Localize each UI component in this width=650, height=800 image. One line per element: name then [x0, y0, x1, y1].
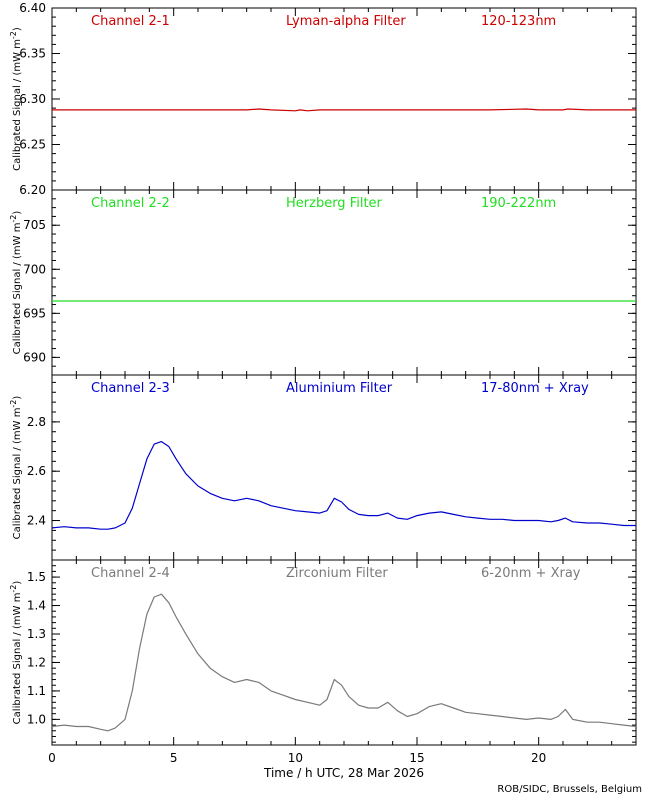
- y-tick-label: 1.3: [27, 627, 46, 641]
- y-tick-label: 2.4: [27, 514, 46, 528]
- panel-channel-label: Channel 2-1: [91, 14, 170, 29]
- y-tick-label: 700: [23, 262, 46, 276]
- y-tick-label: 1.4: [27, 599, 46, 613]
- y-axis-title: Calibrated Signal / (mW m-2): [9, 27, 23, 171]
- panel-band-label: 120-123nm: [481, 14, 556, 29]
- y-tick-label: 6.25: [19, 138, 46, 152]
- y-tick-label: 1.2: [27, 655, 46, 669]
- panel-1: 6.20 6.25 6.30 6.35 6.40 Calibrated Signal / …: [9, 1, 637, 197]
- panel-filter-label: Herzberg Filter: [286, 196, 383, 211]
- series-line-3: [51, 441, 636, 530]
- series-line-1: [52, 108, 636, 112]
- panel-frame: [51, 374, 637, 561]
- panel-4: 1.0 1.1 1.2 1.3 1.4 1.5 Calibrated Signal / (m…: [9, 559, 637, 746]
- x-tick-label: 0: [48, 751, 56, 765]
- x-tick-label: 5: [170, 751, 178, 765]
- panel-band-label: 6-20nm + Xray: [481, 566, 581, 581]
- panel-filter-label: Zirconium Filter: [286, 566, 388, 581]
- y-tick-label: 2.6: [27, 464, 46, 478]
- y-axis-title-superscript: -2: [9, 400, 18, 408]
- y-axis-title-text: Calibrated Signal / (mW m: [12, 593, 23, 725]
- y-tick-label: 1.0: [27, 712, 46, 726]
- y-axis-title-close: ): [12, 211, 23, 215]
- panel-3: 2.4 2.6 2.8 Calibrated Signal / (mW m-2) Cha…: [9, 374, 637, 561]
- y-axis-title-text: Calibrated Signal / (mW m: [12, 39, 23, 171]
- panel-frame: [51, 7, 637, 191]
- panel-band-label: 17-80nm + Xray: [481, 381, 589, 396]
- y-axis-title-text: Calibrated Signal / (mW m: [12, 408, 23, 540]
- y-axis-title-close: ): [12, 396, 23, 400]
- y-tick-label: 695: [23, 306, 46, 320]
- panel-frame: [51, 189, 637, 376]
- y-axis-title: Calibrated Signal / (mW m-2): [9, 581, 23, 725]
- y-axis-title-superscript: -2: [9, 585, 18, 593]
- y-axis-title: Calibrated Signal / (mW m-2): [9, 396, 23, 540]
- panel-frame: [51, 559, 637, 746]
- y-axis-title-text: Calibrated Signal / (mW m: [12, 223, 23, 355]
- chart-panels: 6.20 6.25 6.30 6.35 6.40 Calibrated Signal / …: [9, 1, 637, 746]
- x-tick-label: 15: [409, 751, 424, 765]
- y-axis-title-close: ): [12, 27, 23, 31]
- series-line-4: [51, 593, 637, 732]
- x-tick-label: 20: [531, 751, 546, 765]
- y-axis-title-superscript: -2: [9, 215, 18, 223]
- x-axis-title: Time / h UTC, 28 Mar 2026: [263, 766, 424, 780]
- y-axis-title-superscript: -2: [9, 31, 18, 39]
- y-tick-label: 6.20: [19, 183, 46, 197]
- y-tick-label: 690: [23, 350, 46, 364]
- y-tick-label: 6.40: [19, 1, 46, 15]
- y-tick-label: 1.5: [27, 570, 46, 584]
- x-tick-label: 10: [288, 751, 303, 765]
- y-tick-label: 705: [23, 218, 46, 232]
- y-tick-label: 2.8: [27, 415, 46, 429]
- x-axis: 0 5 10 15 20: [48, 751, 546, 765]
- y-axis-title: Calibrated Signal / (mW m-2): [9, 211, 23, 355]
- y-tick-label: 6.35: [19, 47, 46, 61]
- panel-channel-label: Channel 2-3: [91, 381, 170, 396]
- panel-band-label: 190-222nm: [481, 196, 556, 211]
- panel-channel-label: Channel 2-4: [91, 566, 170, 581]
- panel-filter-label: Lyman-alpha Filter: [286, 14, 406, 29]
- panel-channel-label: Channel 2-2: [91, 196, 170, 211]
- y-tick-label: 6.30: [19, 92, 46, 106]
- panel-filter-label: Aluminium Filter: [286, 381, 393, 396]
- y-tick-label: 1.1: [27, 684, 46, 698]
- credit-label: ROB/SIDC, Brussels, Belgium: [497, 784, 642, 795]
- y-axis-title-close: ): [12, 581, 23, 585]
